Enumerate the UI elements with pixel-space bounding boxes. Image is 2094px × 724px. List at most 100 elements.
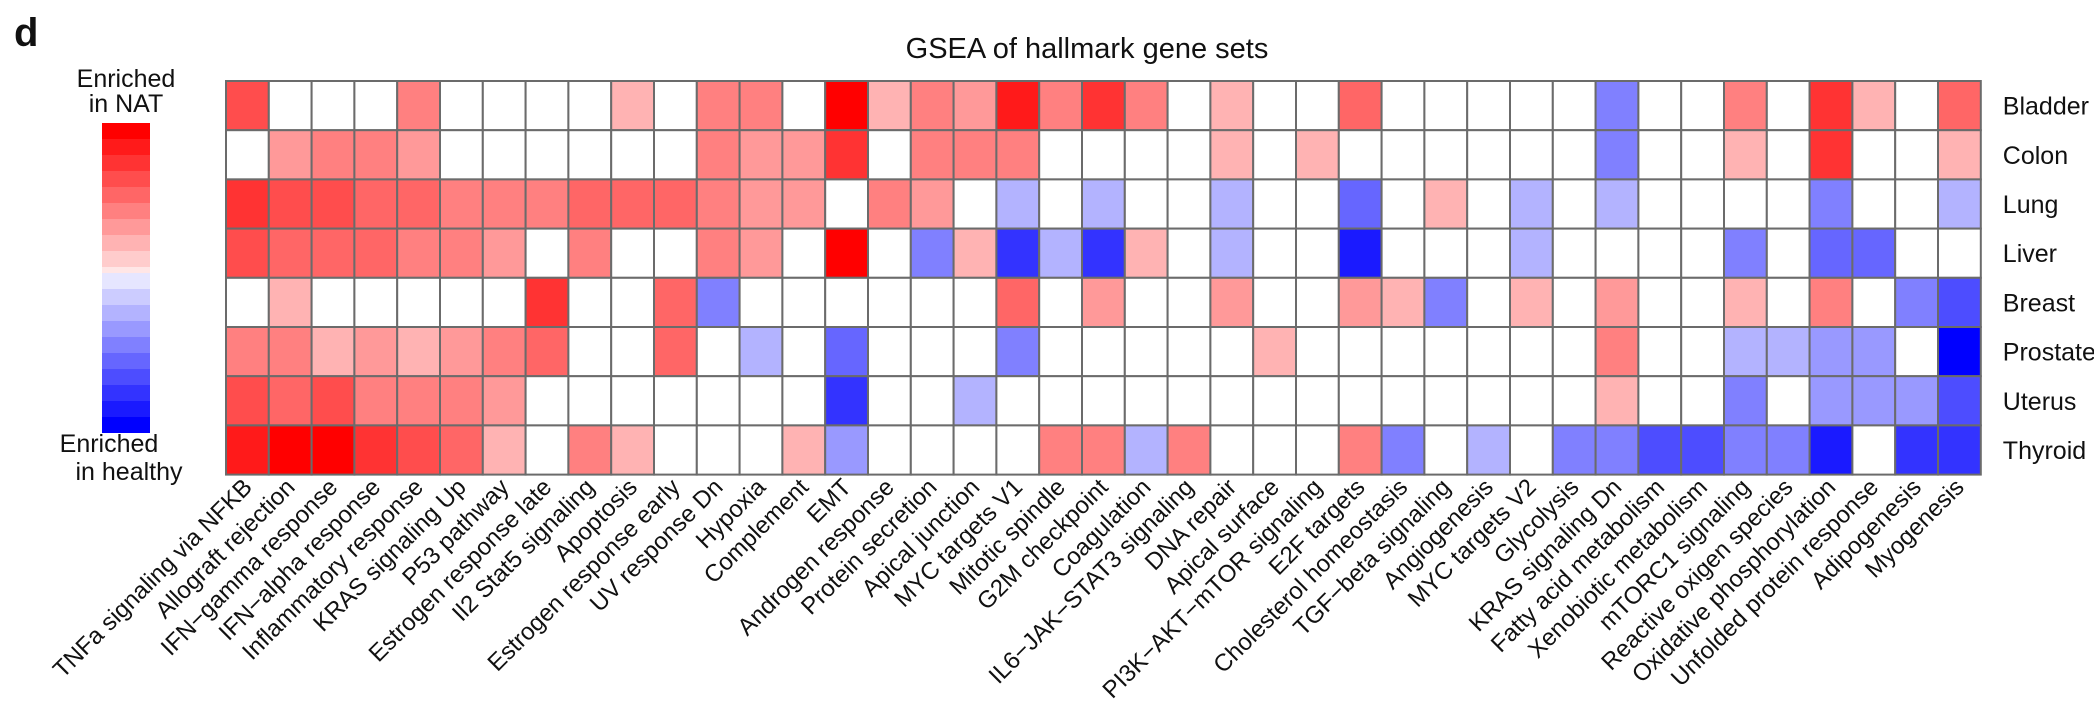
heatmap-cell — [1337, 129, 1383, 181]
heatmap-cell — [1295, 129, 1340, 181]
heatmap-cell — [1551, 424, 1597, 476]
heatmap-cell — [952, 80, 998, 132]
heatmap-cell — [653, 80, 698, 132]
heatmap-cell — [695, 129, 741, 181]
panel-label: d — [14, 11, 38, 55]
heatmap-cell — [781, 178, 827, 230]
row-labels: Bladder Colon Lung Liver Breast Prostate Uteru… — [2003, 93, 2094, 465]
heatmap-cell — [1337, 178, 1383, 230]
heatmap-cell — [610, 227, 656, 279]
heatmap-cell — [1423, 375, 1469, 427]
heatmap-cell — [1637, 178, 1683, 230]
heatmap-cell — [1337, 276, 1383, 328]
legend-swatch — [102, 155, 150, 171]
heatmap-cell — [909, 129, 955, 181]
heatmap-cell — [1808, 276, 1854, 328]
row-label: Colon — [2003, 142, 2068, 170]
heatmap-cell — [353, 276, 399, 328]
heatmap-cell — [995, 227, 1041, 279]
heatmap-cell — [610, 326, 656, 378]
legend-swatches — [102, 123, 150, 433]
heatmap-cell — [1894, 80, 1939, 132]
heatmap-cell — [738, 178, 784, 230]
heatmap-cell — [481, 129, 527, 181]
heatmap-cell — [396, 227, 442, 279]
heatmap-cell — [567, 129, 613, 181]
legend-swatch — [102, 289, 150, 305]
heatmap-cell — [995, 375, 1041, 427]
heatmap-cell — [1038, 375, 1083, 427]
heatmap-cell — [909, 326, 955, 378]
legend-swatch — [102, 417, 150, 433]
heatmap-cell — [524, 80, 570, 132]
heatmap-cell — [1038, 129, 1083, 181]
heatmap-cell — [1937, 80, 1982, 132]
heatmap-cell — [1466, 326, 1511, 378]
heatmap-cell — [1337, 326, 1383, 378]
heatmap-cell — [1894, 227, 1939, 279]
heatmap-cell — [1765, 129, 1811, 181]
heatmap-cell — [524, 375, 570, 427]
heatmap-cell — [310, 424, 356, 476]
heatmap-cell — [1594, 178, 1640, 230]
heatmap-cell — [738, 129, 784, 181]
heatmap-cell — [1894, 326, 1939, 378]
heatmap-cell — [824, 80, 870, 132]
heatmap-cell — [781, 276, 827, 328]
heatmap-cell — [1637, 129, 1683, 181]
heatmap-cell — [952, 375, 998, 427]
heatmap-cell — [610, 80, 656, 132]
heatmap-cell — [867, 424, 912, 476]
heatmap-cell — [1637, 424, 1683, 476]
heatmap-cell — [824, 129, 870, 181]
heatmap-cell — [1295, 80, 1340, 132]
heatmap-cell — [267, 80, 313, 132]
heatmap-cell — [1723, 227, 1768, 279]
heatmap-cell — [867, 80, 912, 132]
heatmap-cell — [1466, 424, 1511, 476]
heatmap-cell — [481, 80, 527, 132]
heatmap-cell — [1937, 129, 1982, 181]
heatmap-cell — [1680, 326, 1725, 378]
heatmap-cell — [1252, 326, 1297, 378]
heatmap-cell — [1594, 375, 1640, 427]
heatmap-cell — [781, 326, 827, 378]
heatmap-cell — [1166, 424, 1212, 476]
heatmap-cell — [1680, 375, 1725, 427]
heatmap-cell — [1209, 80, 1255, 132]
heatmap-cell — [1337, 80, 1383, 132]
heatmap-cell — [310, 375, 356, 427]
heatmap-cell — [1723, 80, 1768, 132]
heatmap-cell — [1551, 129, 1597, 181]
heatmap-cell — [738, 80, 784, 132]
heatmap-cell — [1423, 80, 1469, 132]
heatmap-cell — [909, 375, 955, 427]
heatmap-cell — [1295, 227, 1340, 279]
heatmap-cell — [267, 227, 313, 279]
row-label: Uterus — [2003, 388, 2077, 416]
heatmap-cell — [653, 326, 698, 378]
legend-swatch — [102, 369, 150, 385]
heatmap-cell — [267, 178, 313, 230]
row-label: Breast — [2003, 289, 2075, 317]
heatmap-cell — [439, 375, 484, 427]
heatmap-cell — [867, 326, 912, 378]
heatmap-cell — [353, 129, 399, 181]
heatmap-cell — [396, 276, 442, 328]
heatmap-cell — [1509, 424, 1554, 476]
heatmap-cell — [695, 424, 741, 476]
legend-swatch — [102, 273, 150, 289]
heatmap-cell — [610, 375, 656, 427]
heatmap-cell — [1123, 375, 1169, 427]
heatmap-cell — [995, 80, 1041, 132]
heatmap-cell — [1081, 227, 1126, 279]
heatmap-cell — [1252, 424, 1297, 476]
heatmap-cell — [738, 227, 784, 279]
legend-swatch — [102, 123, 150, 139]
heatmap-cell — [1123, 424, 1169, 476]
heatmap-cell — [867, 276, 912, 328]
heatmap-cell — [1081, 129, 1126, 181]
heatmap-cell — [439, 227, 484, 279]
heatmap-cell — [610, 129, 656, 181]
